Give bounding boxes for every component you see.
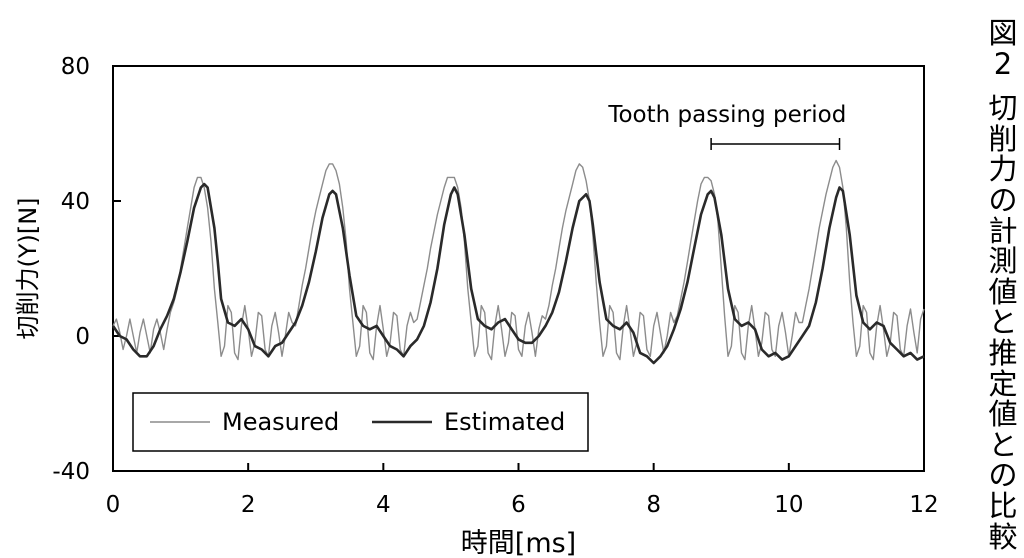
annotation-text: Tooth passing period	[607, 102, 846, 128]
y-axis-label: 切削力(Y)[N]	[14, 197, 42, 339]
x-axis-label: 時間[ms]	[461, 528, 576, 558]
y-tick-label: -40	[52, 459, 90, 485]
axes: 0 2 4 6 8 10 12 -40 0 40 80 時間[ms] 切削力(Y)[N]	[14, 54, 939, 558]
legend: Measured Estimated	[132, 392, 589, 452]
x-tick-label: 4	[376, 492, 391, 518]
legend-label-estimated: Estimated	[444, 408, 565, 436]
annotation: Tooth passing period	[607, 102, 846, 150]
x-tick-label: 10	[774, 492, 803, 518]
y-tick-label: 80	[61, 54, 90, 80]
y-tick-label: 40	[61, 189, 90, 215]
series-line-measured	[112, 159, 925, 361]
y-tick-label: 0	[75, 324, 90, 350]
x-tick-label: 6	[511, 492, 526, 518]
x-tick-label: 0	[106, 492, 121, 518]
x-tick-label: 12	[909, 492, 938, 518]
legend-label-measured: Measured	[222, 408, 339, 436]
series-group	[111, 159, 925, 365]
x-tick-label: 2	[241, 492, 256, 518]
figure-title: 切削力の計測値と推定値との比較	[988, 91, 1018, 554]
series-line-estimated	[111, 182, 925, 365]
x-tick-label: 8	[646, 492, 661, 518]
